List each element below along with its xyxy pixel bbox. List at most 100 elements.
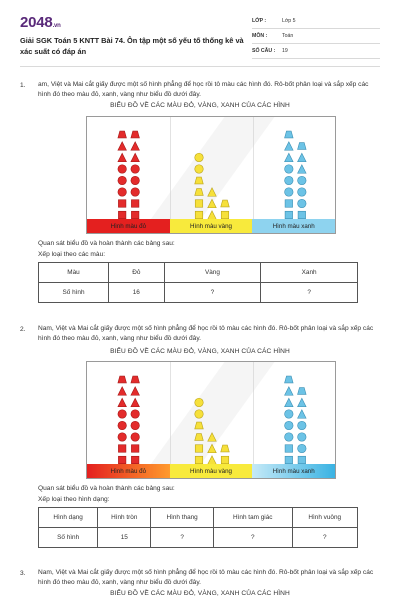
table-header-row: Màu Đỏ Vàng Xanh <box>38 262 358 283</box>
chart-2-captions: Hình màu đỏ Hình màu vàng Hình màu xanh <box>87 464 335 478</box>
trapezoid-mark <box>130 130 140 139</box>
answer-cell[interactable]: ? <box>212 527 293 548</box>
triangle-mark <box>117 386 127 396</box>
chart-2-title: BIỂU ĐỒ VỀ CÁC MÀU ĐỎ, VÀNG, XANH CỦA CÁ… <box>110 348 290 355</box>
circle-mark <box>194 397 204 408</box>
square-mark <box>284 210 293 220</box>
trapezoid-mark <box>117 375 127 384</box>
question-2-number: 2. <box>20 326 26 333</box>
circle-mark <box>284 432 294 442</box>
question-3-number: 3. <box>20 570 26 577</box>
square-mark <box>131 455 140 465</box>
triangle-mark <box>117 141 127 151</box>
square-mark <box>220 210 230 220</box>
question-1-text: am, Việt và Mai cắt giấy được một số hìn… <box>38 81 369 98</box>
question-2-classify: Xếp loại theo hình dạng: <box>38 496 110 503</box>
circle-mark <box>117 420 127 431</box>
triangle-mark <box>207 443 217 454</box>
chart-1-title: BIỂU ĐỒ VỀ CÁC MÀU ĐỎ, VÀNG, XANH CỦA CÁ… <box>110 102 290 109</box>
circle-mark <box>194 164 204 174</box>
table-header-row: Hình dạng Hình tròn Hình thang Hình tam … <box>37 507 359 528</box>
answer-cell[interactable]: ? <box>150 527 214 548</box>
meta-row-subject: MÔN : Toán <box>252 29 380 44</box>
question-1-table: Màu Đỏ Vàng Xanh Số hình 16 ? ? <box>38 262 358 303</box>
chart-2-caption-yellow: Hình màu vàng <box>169 464 253 478</box>
answer-cell[interactable]: ? <box>291 527 359 548</box>
trapezoid-mark <box>194 421 204 430</box>
square-mark <box>297 455 306 465</box>
circle-mark <box>130 409 140 419</box>
trapezoid-mark <box>130 375 140 384</box>
square-mark <box>284 199 293 208</box>
meta-row-count: SỐ CÂU :19 <box>252 44 380 59</box>
header-divider <box>20 66 380 67</box>
square-mark <box>131 199 140 208</box>
square-mark <box>194 455 204 465</box>
circle-mark <box>297 443 307 454</box>
trapezoid-mark <box>194 176 204 185</box>
table-cell: Hình thang <box>150 507 214 528</box>
triangle-mark <box>297 152 307 163</box>
circle-mark <box>117 432 127 442</box>
triangle-mark <box>207 455 217 465</box>
circle-mark <box>297 175 307 186</box>
table-cell: Xanh <box>260 262 358 283</box>
trapezoid-mark <box>284 375 294 384</box>
triangle-mark <box>297 164 307 174</box>
question-1-number: 1. <box>20 82 26 89</box>
meta-row-grade: LỚP : Lớp 5 <box>252 14 380 29</box>
circle-mark <box>117 409 127 419</box>
watermark-stripe <box>149 117 275 221</box>
trapezoid-mark <box>220 444 230 453</box>
square-mark <box>131 444 140 453</box>
table-cell: Đỏ <box>108 262 165 283</box>
circle-mark <box>284 420 294 431</box>
triangle-mark <box>284 152 294 163</box>
meta-info: LỚP : Lớp 5 MÔN : Toán SỐ CÂU :19 <box>252 14 380 59</box>
triangle-mark <box>297 409 307 419</box>
triangle-mark <box>297 397 307 408</box>
table-cell: Số hình <box>37 527 99 548</box>
circle-mark <box>194 409 204 419</box>
page-title: Giải SGK Toán 5 KNTT Bài 74. Ôn tập một … <box>20 36 244 56</box>
triangle-mark <box>207 432 217 442</box>
triangle-mark <box>130 397 140 408</box>
circle-mark <box>117 164 127 174</box>
site-logo[interactable]: 2048.vn <box>20 14 61 31</box>
circle-mark <box>284 175 294 186</box>
answer-cell[interactable]: ? <box>260 282 358 303</box>
question-3-text: Nam, Việt và Mai cắt giấy được một số hì… <box>38 569 374 586</box>
square-mark <box>194 210 204 220</box>
square-mark <box>118 199 127 208</box>
square-mark <box>194 199 204 208</box>
circle-mark <box>297 198 307 209</box>
answer-cell[interactable]: ? <box>163 282 262 303</box>
table-cell: 16 <box>108 282 165 303</box>
table-cell: Hình dạng <box>37 507 99 528</box>
table-cell: Hình vuông <box>291 507 359 528</box>
square-mark <box>194 444 204 453</box>
trapezoid-mark <box>284 130 294 139</box>
circle-mark <box>284 164 294 174</box>
circle-mark <box>284 187 294 197</box>
circle-mark <box>297 432 307 442</box>
watermark-stripe <box>149 362 275 466</box>
circle-mark <box>130 187 140 197</box>
triangle-mark <box>130 141 140 151</box>
circle-mark <box>284 409 294 419</box>
table-row: Số hình 16 ? ? <box>38 282 358 303</box>
chart-1-caption-blue: Hình màu xanh <box>252 219 335 233</box>
square-mark <box>284 444 293 453</box>
triangle-mark <box>284 397 294 408</box>
circle-mark <box>130 175 140 186</box>
triangle-mark <box>130 386 140 396</box>
square-mark <box>220 455 230 465</box>
question-2-table: Hình dạng Hình tròn Hình thang Hình tam … <box>37 507 359 548</box>
square-mark <box>118 455 127 465</box>
circle-mark <box>117 187 127 197</box>
table-cell: Hình tam giác <box>212 507 293 528</box>
trapezoid-mark <box>194 433 204 441</box>
trapezoid-mark <box>297 387 307 395</box>
triangle-mark <box>130 152 140 163</box>
